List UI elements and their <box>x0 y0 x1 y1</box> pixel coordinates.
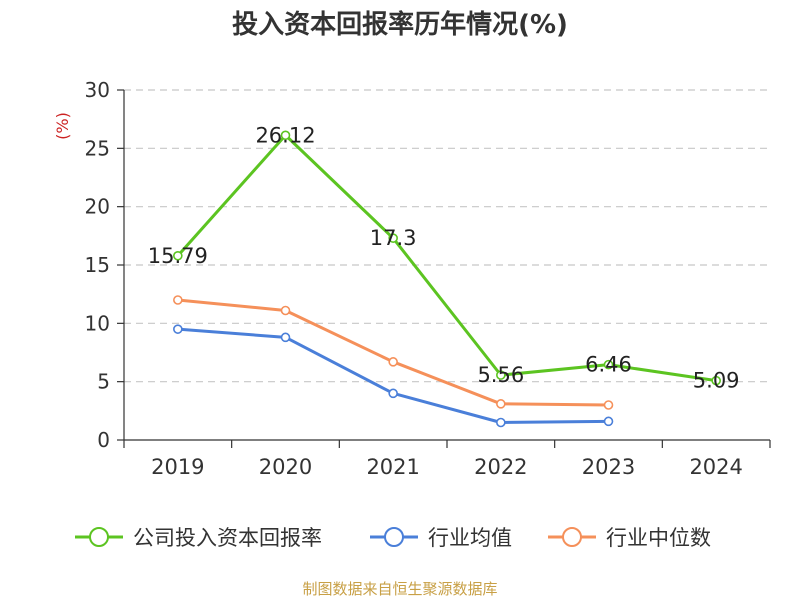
source-note: 制图数据来自恒生聚源数据库 <box>302 580 498 598</box>
data-point <box>388 233 398 243</box>
data-point <box>603 359 614 370</box>
x-tick-label: 2023 <box>582 455 635 479</box>
data-point <box>388 357 398 367</box>
data-point <box>711 375 721 386</box>
x-tick-label: 2020 <box>259 455 312 479</box>
legend-entry: 行业中位数 <box>606 526 711 550</box>
data-point <box>173 250 183 261</box>
x-tick-label: 2021 <box>366 455 419 479</box>
series-line <box>177 327 609 424</box>
legend-marker <box>384 527 404 547</box>
x-tick-label: 2022 <box>474 455 527 479</box>
data-point <box>280 305 291 316</box>
y-tick-label: 30 <box>85 78 110 102</box>
y-tick-label: 10 <box>85 311 110 335</box>
data-label: 15.79 <box>148 244 208 268</box>
x-tick-label: 2019 <box>151 455 204 479</box>
data-label: 26.12 <box>255 123 315 147</box>
y-tick-label: 5 <box>97 370 110 394</box>
legend-marker <box>562 527 582 547</box>
data-point <box>603 416 614 427</box>
legend-marker <box>89 527 109 547</box>
y-axis-unit-label: (%) <box>53 112 72 140</box>
grid-lines <box>124 89 770 383</box>
y-tick-label: 0 <box>97 428 110 452</box>
chart-title: 投入资本回报率历年情况(%) <box>232 10 568 40</box>
data-point <box>496 370 506 380</box>
data-label: 5.09 <box>693 369 740 393</box>
legend-entry: 行业均值 <box>428 526 512 550</box>
legend-entry: 公司投入资本回报率 <box>133 526 322 550</box>
data-point <box>388 388 398 399</box>
axes: 0 5 10 15 20 25 30 2019 2020 2021 2022 2023 2024 <box>85 78 771 479</box>
data-point <box>173 295 183 305</box>
data-point <box>603 400 614 410</box>
data-point <box>496 399 506 409</box>
y-tick-label: 20 <box>85 195 110 219</box>
data-point <box>496 417 506 428</box>
series-line <box>176 133 717 383</box>
data-point <box>280 130 291 141</box>
legend: 公司投入资本回报率 行业均值 行业中位数 <box>75 526 711 550</box>
y-tick-label: 25 <box>85 136 110 160</box>
data-labels: 15.79 26.12 17.3 5.56 6.46 5.09 <box>148 123 740 392</box>
y-tick-label: 15 <box>85 253 110 277</box>
data-point <box>280 332 291 343</box>
data-label: 5.56 <box>477 363 524 387</box>
data-point <box>173 324 183 334</box>
data-label: 17.3 <box>370 226 417 250</box>
data-label: 6.46 <box>585 353 632 377</box>
x-tick-label: 2024 <box>689 455 742 479</box>
series-lines <box>173 130 721 428</box>
